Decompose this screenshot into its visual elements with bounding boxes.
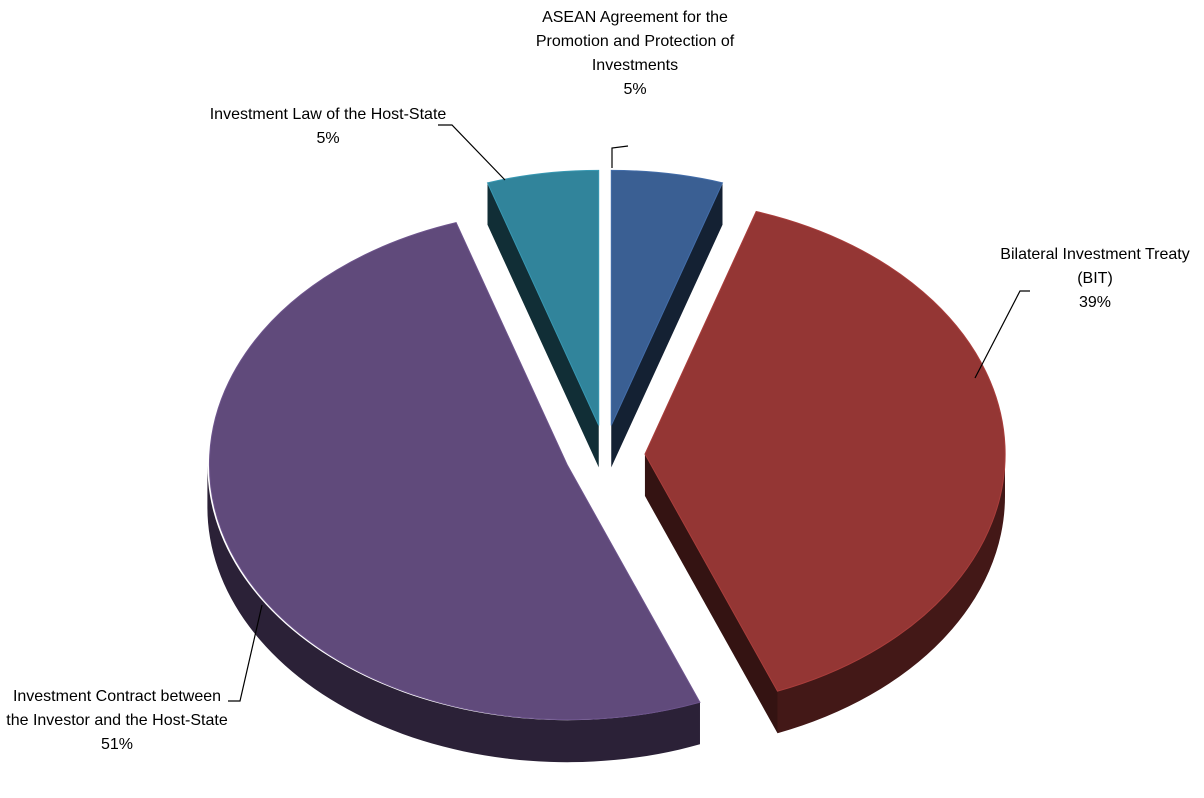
slice-label: Investment Contract between the Investor… (0, 685, 234, 757)
leader-line (974, 290, 1030, 379)
category-label: Investment Law of the Host-State (209, 106, 447, 123)
category-label: ASEAN Agreement for the Promotion and Pr… (535, 9, 735, 74)
slice-wall (777, 454, 1005, 734)
leader-line (611, 145, 629, 168)
slice-side (611, 182, 723, 468)
slice-side (644, 454, 778, 734)
slice-side (487, 182, 599, 468)
leader-lines (228, 124, 1030, 702)
slice (644, 210, 1006, 692)
value-label: 5% (316, 130, 340, 147)
leader-line (228, 604, 263, 702)
value-label: 51% (100, 736, 134, 753)
category-label: Investment Contract between the Investor… (6, 688, 228, 729)
leader-line (438, 124, 506, 181)
slice-label: Bilateral Investment Treaty (BIT) 39% (985, 243, 1204, 315)
category-label: Bilateral Investment Treaty (BIT) (1000, 246, 1190, 287)
slice (610, 169, 724, 426)
slice-label: Investment Law of the Host-State 5% (205, 103, 451, 151)
slice-label: ASEAN Agreement for the Promotion and Pr… (535, 6, 735, 102)
slice (486, 169, 600, 426)
slice-wall (207, 465, 700, 763)
value-label: 39% (1078, 294, 1112, 311)
slice (209, 222, 701, 721)
value-label: 5% (623, 81, 647, 98)
